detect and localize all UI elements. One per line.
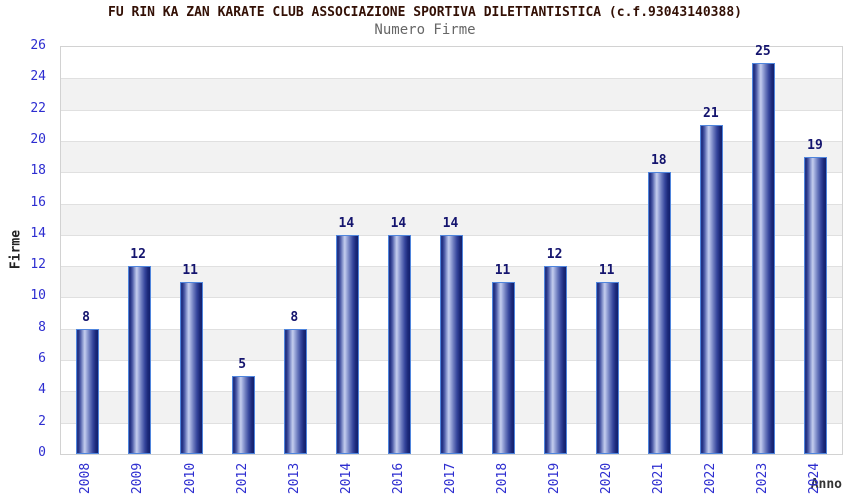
x-tick-label: 2023 xyxy=(755,462,771,494)
y-tick-label: 8 xyxy=(38,319,46,335)
bar xyxy=(179,281,203,454)
x-tick-label: 2008 xyxy=(78,462,94,494)
y-tick-label: 12 xyxy=(30,257,46,273)
gridline xyxy=(61,203,842,205)
x-tick-label: 2009 xyxy=(130,462,146,494)
x-tick-label: 2014 xyxy=(338,462,354,494)
bar xyxy=(752,62,776,454)
x-tick-label: 2017 xyxy=(443,462,458,494)
x-tick-label: 2013 xyxy=(286,462,302,494)
x-tick-label: 2021 xyxy=(651,462,667,494)
grid-band xyxy=(61,78,842,110)
bar-value-label: 19 xyxy=(807,137,823,153)
bar-value-label: 11 xyxy=(494,262,511,278)
bar xyxy=(127,266,151,454)
bar xyxy=(75,328,99,454)
bar-value-label: 14 xyxy=(442,215,459,231)
grid-band xyxy=(61,140,842,173)
bar xyxy=(596,281,620,454)
x-tick-label: 2020 xyxy=(599,462,615,494)
y-tick-label: 16 xyxy=(30,194,46,210)
bar-value-label: 11 xyxy=(182,262,198,278)
y-tick-label: 20 xyxy=(30,131,46,147)
bar-value-label: 14 xyxy=(390,215,407,231)
gridline xyxy=(61,140,842,142)
x-tick-label: 2024 xyxy=(807,462,823,494)
x-tick-label: 2012 xyxy=(234,462,250,494)
y-tick-label: 2 xyxy=(38,413,46,429)
bar-value-label: 11 xyxy=(598,262,615,278)
chart-subtitle: Numero Firme xyxy=(374,22,476,38)
bar-value-label: 12 xyxy=(130,247,146,263)
x-tick-label: 2016 xyxy=(390,462,406,494)
bar xyxy=(231,375,255,454)
bar xyxy=(544,266,568,454)
bar xyxy=(492,281,516,454)
gridline xyxy=(61,172,842,174)
x-tick-label: 2019 xyxy=(547,462,563,494)
bar xyxy=(335,234,359,454)
y-tick-label: 18 xyxy=(30,163,46,179)
y-tick-label: 0 xyxy=(38,445,46,460)
bar-value-label: 5 xyxy=(238,356,247,372)
bar-value-label: 8 xyxy=(290,309,299,325)
bar xyxy=(440,234,463,454)
y-tick-label: 24 xyxy=(30,69,46,85)
y-tick-label: 10 xyxy=(30,288,46,304)
bar xyxy=(648,172,672,454)
bar-value-label: 25 xyxy=(755,43,771,59)
bar-value-label: 18 xyxy=(650,153,667,169)
x-tick-label: 2022 xyxy=(703,462,719,494)
bar xyxy=(283,328,307,454)
y-tick-label: 14 xyxy=(30,225,46,241)
gridline xyxy=(61,109,842,111)
y-tick-label: 26 xyxy=(30,38,46,53)
gridline xyxy=(61,78,842,80)
bar-value-label: 21 xyxy=(703,106,719,122)
y-tick-label: 4 xyxy=(38,382,46,398)
bar-value-label: 14 xyxy=(338,215,355,231)
y-tick-label: 6 xyxy=(38,351,46,367)
plot-area xyxy=(60,46,843,455)
bar xyxy=(387,234,411,454)
bar xyxy=(700,125,724,454)
chart-title: FU RIN KA ZAN KARATE CLUB ASSOCIAZIONE S… xyxy=(108,5,742,20)
x-tick-label: 2018 xyxy=(495,462,511,494)
bar-value-label: 8 xyxy=(82,309,90,325)
bar xyxy=(804,156,828,454)
x-tick-label: 2010 xyxy=(182,462,198,494)
y-tick-label: 22 xyxy=(30,100,46,116)
x-axis-label: Anno xyxy=(810,477,842,492)
bar-value-label: 12 xyxy=(546,247,563,263)
